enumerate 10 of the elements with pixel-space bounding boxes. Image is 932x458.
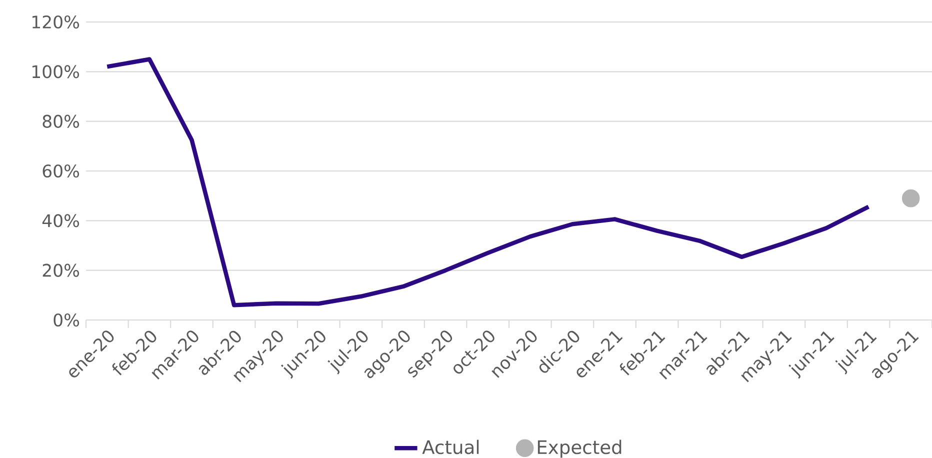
y-tick-label: 0%: [54, 313, 80, 327]
y-tick-label: 40%: [42, 214, 80, 228]
y-tick-label: 20%: [42, 264, 80, 277]
y-tick-label: 120%: [32, 15, 80, 29]
y-tick-label: 80%: [42, 114, 80, 128]
legend-label: Actual: [422, 440, 479, 454]
y-tick-label: 60%: [42, 164, 80, 178]
legend-label: Expected: [538, 440, 622, 458]
line-series: [105, 57, 871, 308]
y-tick-label: 100%: [32, 65, 80, 78]
